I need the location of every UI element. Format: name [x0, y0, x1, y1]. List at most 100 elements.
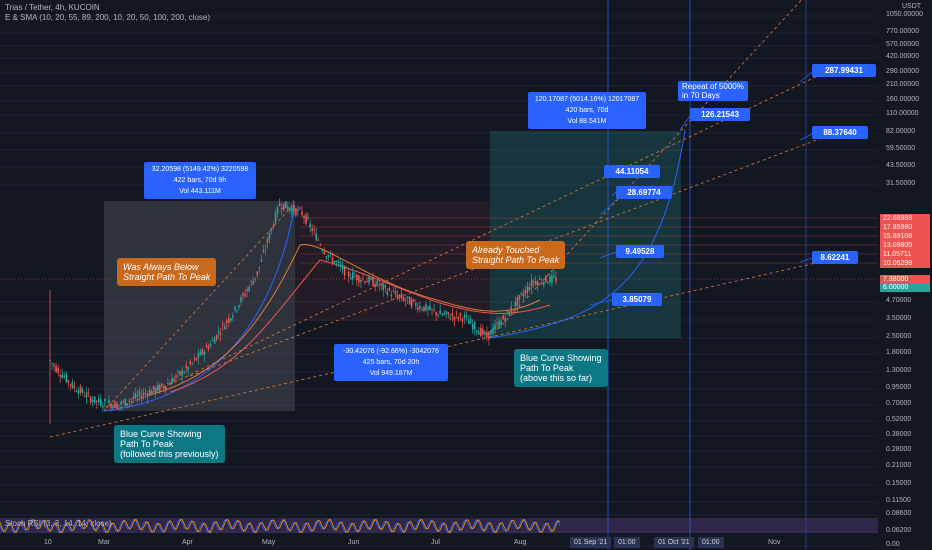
trend-lines — [49, 0, 831, 438]
time-tick: 10 — [44, 539, 52, 546]
candle-body — [329, 252, 332, 254]
candle-body — [69, 384, 72, 386]
candle-body — [374, 284, 376, 288]
candle-body — [171, 378, 173, 385]
candle-body — [175, 375, 177, 378]
candle-body — [150, 390, 153, 394]
candle-body — [244, 294, 246, 297]
target-label-8: 8.62241 — [812, 251, 858, 264]
note-already-touched: Already Touched Straight Path To Peak — [466, 241, 566, 269]
candle-body — [538, 278, 541, 280]
candle-body — [364, 281, 366, 284]
repeat-note: Repeat of 5000% in 70 Days — [678, 81, 748, 101]
candle-body — [291, 208, 293, 214]
candle-body — [282, 203, 285, 211]
candle-body — [189, 361, 192, 365]
stoch-rsi-title: Stoch RSI (3, 3, 14, 14, close) — [5, 519, 112, 528]
chart-title: Trias / Tether, 4h, KUCOIN — [5, 3, 100, 12]
candle-body — [437, 314, 439, 316]
resistance-lines — [0, 217, 878, 280]
candle-body — [100, 399, 102, 406]
candle-body — [51, 362, 53, 364]
candle-body — [268, 233, 271, 240]
candle-body — [213, 338, 216, 344]
candle-body — [555, 277, 557, 282]
measure-box-2 — [295, 201, 490, 321]
candle-body — [108, 400, 110, 404]
candle-body — [102, 405, 104, 408]
candle-body — [301, 211, 303, 215]
candle-body — [71, 381, 74, 388]
price-tick: 3.50000 — [886, 315, 912, 322]
candle-body — [156, 384, 159, 391]
candle-body — [447, 312, 450, 315]
candle-body — [543, 281, 545, 286]
candle-body — [81, 389, 84, 393]
price-tick: 570.00000 — [886, 41, 920, 48]
candle-body — [349, 277, 352, 280]
candle-body — [59, 375, 61, 377]
candle-body — [93, 396, 96, 403]
candle-body — [288, 208, 291, 211]
candle-body — [315, 233, 318, 241]
candle-body — [410, 299, 413, 308]
candle-body — [87, 392, 90, 394]
candle-body — [451, 313, 454, 316]
price-tag: 15.89108 — [880, 232, 930, 241]
target-label-44: 44.11054 — [604, 165, 660, 178]
candle-body — [457, 316, 460, 320]
candle-body — [339, 264, 342, 266]
candle-body — [412, 299, 415, 301]
candle-body — [471, 323, 474, 330]
candle-body — [276, 206, 279, 214]
candle-body — [118, 405, 120, 406]
target-label-9: 9.49528 — [616, 245, 664, 258]
candle-body — [524, 290, 527, 294]
candle-body — [396, 295, 399, 299]
candle-body — [152, 385, 155, 391]
candle-body — [414, 303, 417, 307]
candle-body — [553, 275, 555, 278]
candle-body — [307, 217, 309, 219]
candle-body — [85, 392, 88, 398]
candle-body — [55, 365, 57, 372]
candle-body — [136, 394, 139, 397]
candle-body — [480, 327, 482, 337]
candle-body — [421, 309, 423, 311]
candle-body — [311, 228, 313, 232]
candle-body — [53, 364, 55, 367]
target-label-88: 88.37640 — [812, 126, 868, 139]
candle-body — [549, 276, 551, 283]
price-tick: 1050.00000 — [886, 11, 923, 18]
price-tag: 13.09805 — [880, 241, 930, 250]
candle-body — [512, 309, 515, 311]
time-highlight-tick: 01:00 — [698, 537, 724, 548]
candle-body — [197, 353, 200, 359]
price-tick: 0.38000 — [886, 431, 912, 438]
candle-body — [477, 331, 480, 335]
candle-body — [120, 401, 122, 405]
price-tick: 160.00000 — [886, 96, 920, 103]
candle-body — [122, 401, 124, 402]
candle-body — [179, 371, 181, 375]
candle-body — [317, 239, 320, 241]
candle-body — [132, 396, 135, 399]
candle-body — [193, 358, 196, 359]
candle-body — [534, 281, 537, 285]
candle-body — [345, 267, 348, 269]
quote-unit-label: USDT — [902, 3, 922, 10]
candle-body — [435, 312, 437, 316]
target-label-287: 287.99431 — [812, 64, 876, 77]
trend-line-3 — [119, 69, 831, 409]
measure-box-1 — [104, 201, 295, 411]
candle-body — [110, 403, 112, 409]
candle-body — [321, 249, 324, 251]
candle-body — [201, 349, 204, 355]
price-axis[interactable]: USDT 1050.00000 770.00000 570.00000 420.000… — [878, 0, 932, 550]
candle-body — [181, 370, 183, 377]
candle-body — [223, 326, 226, 330]
candle-body — [368, 276, 370, 284]
candle-body — [309, 223, 311, 228]
candle-body — [230, 318, 232, 321]
price-tick: 0.06200 — [886, 527, 912, 534]
